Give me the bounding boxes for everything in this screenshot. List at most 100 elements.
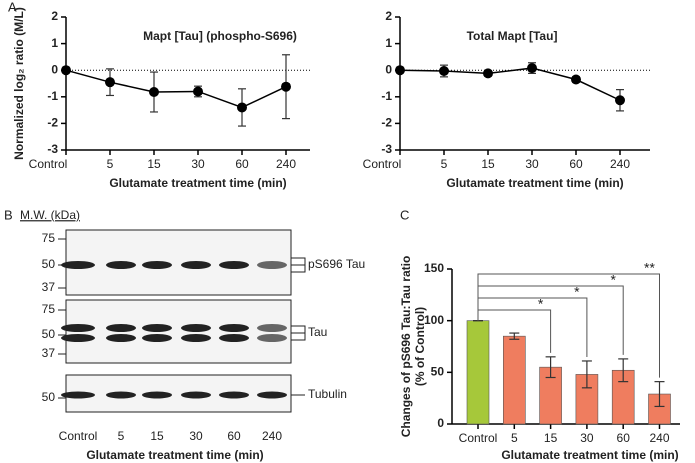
blot-band (257, 261, 287, 269)
blot-band (61, 261, 95, 269)
blot-band (219, 324, 249, 332)
x-tick-label: 240 (276, 157, 296, 171)
mw-label: 37 (42, 280, 56, 294)
bar (502, 335, 526, 425)
y-tick-label: 150 (424, 261, 444, 275)
error-bar (509, 332, 520, 340)
blot-band (219, 261, 249, 269)
data-line (399, 67, 621, 101)
significance-label: ** (644, 260, 655, 276)
x-tick-label: 5 (107, 157, 114, 171)
bar (466, 320, 490, 425)
error-bar (581, 360, 592, 389)
y-tick-label: 1 (385, 36, 392, 50)
y-tick-label: -2 (381, 116, 392, 130)
y-tick-label: 0 (437, 416, 444, 430)
x-tick-label: 60 (617, 431, 631, 445)
y-tick-label: 0 (385, 62, 392, 76)
blot-band (257, 324, 287, 332)
mw-label: 75 (42, 302, 56, 316)
blot-band (181, 334, 211, 342)
x-axis-label: Glutamate treatment time (min) (501, 448, 678, 462)
blot-band (219, 391, 249, 399)
significance-label: * (610, 272, 616, 288)
blot-band (181, 261, 211, 269)
blot-band (142, 324, 172, 332)
x-axis-label: Glutamate treatment time (min) (109, 176, 286, 190)
data-point (193, 86, 203, 97)
y-tick-label: 0 (51, 62, 58, 76)
significance-bracket (477, 297, 588, 357)
x-tick-label: Control (459, 431, 498, 445)
data-point (237, 102, 247, 113)
x-tick-label: 60 (569, 157, 583, 171)
mw-label: 50 (42, 390, 56, 404)
lane-label: 15 (150, 429, 164, 443)
blot-band (257, 391, 287, 399)
y-tick-label: -3 (381, 142, 392, 156)
x-tick-label: 30 (525, 157, 539, 171)
panel-label: C (400, 207, 409, 222)
error-bar (654, 381, 665, 408)
panel-label: A (8, 0, 17, 14)
blot-band (142, 391, 172, 399)
x-tick-label: 240 (649, 431, 669, 445)
data-point (483, 68, 493, 79)
y-axis-label: Changes of pS696 Tau:Tau ratio (399, 256, 413, 438)
data-point (281, 81, 291, 92)
data-point (395, 65, 405, 76)
mw-label: 37 (42, 346, 56, 360)
mw-label: 75 (42, 231, 56, 245)
data-line (65, 69, 287, 109)
blot-band (257, 334, 287, 342)
y-axis-label: Normalized log₂ ratio (M/L) (12, 7, 26, 160)
data-point (439, 65, 449, 76)
x-tick-label: 60 (235, 157, 249, 171)
y-tick-label: -1 (381, 89, 392, 103)
blot-band (61, 324, 95, 332)
y-tick-label: 2 (51, 9, 58, 23)
band-bracket (291, 325, 306, 341)
chart-title: Total Mapt [Tau] (467, 29, 558, 43)
blot-panel (65, 374, 292, 413)
y-tick-label: -2 (47, 116, 58, 130)
band-label: pS696 Tau (308, 257, 365, 271)
data-point (615, 95, 625, 106)
blot-band (61, 334, 95, 342)
x-tick-label: 15 (481, 157, 495, 171)
x-tick-label: Control (363, 157, 402, 171)
blot-band (106, 261, 136, 269)
x-tick-label: 5 (511, 431, 518, 445)
x-tick-label: 30 (580, 431, 594, 445)
x-tick-label: 15 (147, 157, 161, 171)
lane-label: 60 (227, 429, 241, 443)
significance-label: * (574, 284, 580, 300)
error-bar (618, 358, 629, 383)
lane-label: 30 (189, 429, 203, 443)
mw-header: M.W. (kDa) (20, 208, 80, 222)
blot-panel (65, 229, 292, 296)
band-label: Tubulin (308, 387, 347, 401)
blot-band (142, 261, 172, 269)
mw-label: 50 (42, 257, 56, 271)
blot-panel (65, 299, 292, 364)
band-label: Tau (308, 325, 327, 339)
data-point (105, 77, 115, 88)
data-point (61, 65, 71, 76)
x-tick-label: 5 (441, 157, 448, 171)
data-point (571, 74, 581, 85)
blot-band (106, 324, 136, 332)
y-tick-label: 100 (424, 313, 444, 327)
lane-label: Control (59, 429, 98, 443)
chart-title: Mapt [Tau] (phospho-S696) (143, 29, 297, 43)
y-tick-label: 2 (385, 9, 392, 23)
panel-label: B (4, 207, 13, 222)
lane-label: 240 (262, 429, 282, 443)
blot-band (61, 391, 95, 399)
data-point (149, 87, 159, 98)
blot-band (219, 334, 249, 342)
blot-band (181, 324, 211, 332)
blot-band (106, 391, 136, 399)
lane-label: 5 (118, 429, 125, 443)
